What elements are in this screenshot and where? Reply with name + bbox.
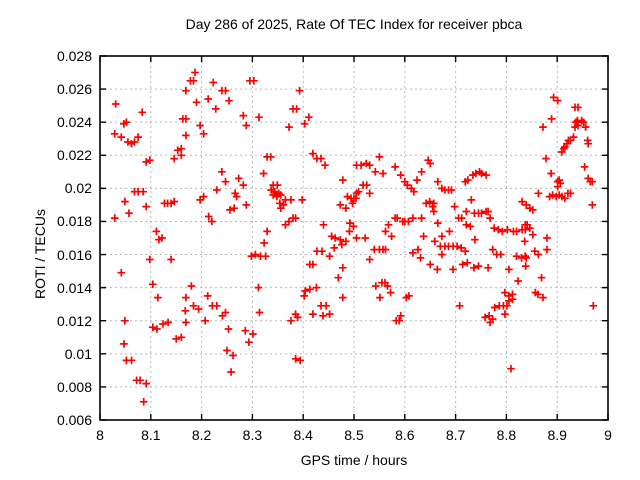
y-tick-label: 0.02 (64, 180, 92, 197)
x-tick-label: 8.6 (395, 427, 415, 443)
y-tick-label: 0.016 (56, 246, 92, 263)
y-tick-label: 0.01 (64, 345, 92, 362)
y-tick-label: 0.008 (56, 378, 92, 395)
x-axis-label: GPS time / hours (300, 452, 408, 468)
data-points (110, 68, 598, 406)
x-tick-label: 8 (96, 427, 104, 443)
x-tick-label: 8.3 (242, 427, 263, 443)
y-axis-label: ROTI / TECUs (32, 209, 48, 299)
axis-ticks (99, 55, 609, 421)
y-tick-label: 0.024 (56, 114, 92, 131)
x-tick-label: 8.2 (191, 427, 212, 443)
y-tick-label: 0.026 (56, 81, 92, 98)
x-tick-label: 8.4 (293, 427, 313, 443)
chart-title: Day 286 of 2025, Rate Of TEC Index for r… (185, 16, 523, 32)
y-tick-label: 0.012 (56, 312, 92, 329)
x-tick-label: 8.9 (547, 427, 567, 443)
y-tick-label: 0.022 (56, 147, 92, 164)
x-tick-label: 8.7 (445, 427, 466, 443)
y-tick-label: 0.018 (56, 213, 92, 230)
x-tick-label: 8.8 (496, 427, 517, 443)
x-tick-label: 8.5 (344, 427, 364, 443)
y-tick-label: 0.006 (56, 412, 92, 428)
x-tick-label: 8.1 (141, 427, 161, 443)
y-tick-label: 0.028 (56, 48, 92, 64)
x-tick-label: 9 (604, 427, 612, 443)
y-tick-label: 0.014 (56, 279, 92, 296)
